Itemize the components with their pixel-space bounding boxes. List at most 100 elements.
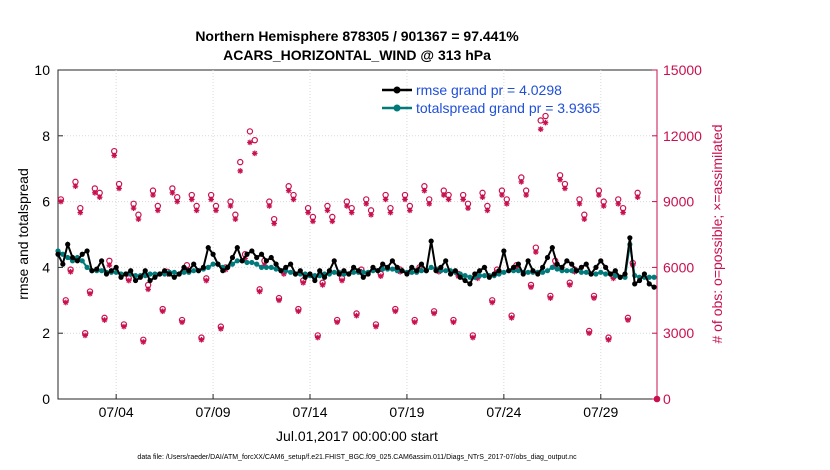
series-point-rmse [195, 268, 202, 274]
x-tick-label: 07/04 [99, 404, 134, 420]
series-point-totalspread [554, 266, 560, 272]
plot-area [57, 69, 658, 400]
obs-assimilated-stroke [615, 201, 621, 207]
obs-assimilated-marker [440, 192, 447, 198]
series-point-rmse [554, 261, 560, 267]
obs-assimilated-stroke [412, 319, 418, 325]
series-point-rmse [205, 245, 211, 251]
obs-assimilated-stroke [349, 210, 355, 216]
series-point-rmse [346, 271, 352, 277]
obs-assimilated-stroke [310, 218, 316, 224]
series-point-rmse [79, 251, 85, 257]
series-point-totalspread [651, 274, 657, 280]
obs-assimilated-marker [305, 209, 311, 216]
obs-assimilated-stroke [441, 192, 447, 198]
obs-assimilated-marker [121, 323, 127, 330]
obs-assimilated-marker [276, 297, 282, 304]
obs-assimilated-marker [489, 299, 496, 306]
y2-tick-label: 3000 [663, 325, 694, 341]
obs-assimilated-stroke [504, 201, 510, 207]
obs-assimilated-marker [528, 284, 534, 290]
y2-tick-label: 0 [663, 391, 671, 407]
obs-assimilated-stroke [291, 196, 296, 202]
series-point-totalspread [389, 266, 395, 272]
obs-assimilated-stroke [596, 192, 602, 198]
series-point-totalspread [351, 269, 357, 275]
series-point-rmse [370, 264, 376, 270]
obs-assimilated-marker [508, 315, 515, 321]
series-point-rmse [263, 258, 269, 264]
series-point-rmse [506, 268, 512, 274]
x-ticks: 07/04 07/09 07/14 07/19 07/24 07/29 [99, 394, 619, 420]
obs-assimilated-marker [363, 200, 370, 207]
obs-assimilated-marker [324, 207, 331, 214]
obs-assimilated-marker [198, 336, 205, 343]
obs-assimilated-marker [58, 198, 64, 205]
obs-assimilated-stroke [625, 317, 631, 323]
series-point-rmse [166, 271, 173, 277]
obs-assimilated-marker [537, 126, 544, 133]
series-point-rmse [384, 264, 391, 270]
obs-assimilated-stroke [140, 339, 146, 345]
obs-assimilated-marker [470, 334, 476, 341]
obs-assimilated-stroke [446, 196, 452, 202]
obs-assimilated-marker [402, 196, 408, 203]
series-point-totalspread [249, 259, 255, 266]
obs-assimilated-marker [300, 279, 307, 286]
series-point-rmse [486, 274, 492, 280]
obs-assimilated-marker [382, 196, 389, 203]
obs-assimilated-stroke [518, 179, 524, 185]
obs-assimilated-marker [247, 139, 253, 146]
series-point-rmse [646, 281, 652, 287]
obs-assimilated-marker [600, 203, 607, 209]
obs-assimilated-marker [465, 205, 471, 211]
obs-assimilated-marker [353, 312, 360, 319]
series-point-rmse [65, 241, 71, 247]
obs-assimilated-marker [533, 249, 539, 255]
series-point-totalspread [79, 258, 85, 264]
series-point-totalspread [583, 269, 589, 275]
obs-possible-marker [542, 112, 549, 120]
series-point-rmse [525, 258, 531, 264]
obs-assimilated-stroke [562, 185, 568, 191]
obs-assimilated-marker [174, 198, 181, 205]
obs-assimilated-stroke [102, 317, 107, 323]
series-point-rmse [491, 271, 497, 277]
series-point-rmse [191, 261, 197, 267]
obs-assimilated-stroke [218, 326, 224, 332]
series-point-totalspread [360, 269, 366, 275]
series-point-rmse [118, 274, 124, 280]
series-point-totalspread [603, 271, 609, 277]
obs-assimilated-stroke [407, 207, 413, 213]
y-tick-label: 10 [34, 62, 50, 78]
obs-possible-marker [537, 117, 544, 124]
series-point-rmse [564, 258, 570, 264]
series-point-rmse [297, 268, 303, 274]
series-point-rmse [176, 271, 182, 277]
series-point-rmse [433, 268, 439, 274]
obs-assimilated-stroke [329, 218, 335, 224]
obs-assimilated-marker [96, 194, 103, 201]
series-point-rmse [220, 268, 226, 274]
obs-assimilated-marker [392, 308, 399, 315]
obs-assimilated-marker [373, 323, 379, 330]
obs-assimilated-stroke [383, 196, 389, 202]
legend-rmse-label: rmse grand pr = 4.0298 [416, 82, 562, 98]
obs-assimilated-marker [426, 200, 433, 207]
obs-assimilated-stroke [421, 188, 427, 194]
obs-assimilated-marker [615, 200, 622, 207]
obs-assimilated-stroke [339, 278, 345, 284]
series-point-rmse [273, 261, 279, 267]
obs-assimilated-marker [218, 326, 224, 332]
legend: rmse grand pr = 4.0298 totalspread grand… [382, 82, 600, 116]
series-point-rmse [312, 277, 318, 284]
series-point-rmse [341, 268, 347, 274]
legend-spread-label: totalspread grand pr = 3.9365 [416, 100, 600, 116]
obs-assimilated-stroke [325, 207, 330, 213]
obs-assimilated-marker [106, 262, 113, 269]
obs-assimilated-marker [334, 319, 340, 326]
obs-assimilated-stroke [131, 205, 137, 211]
series-point-totalspread [525, 269, 531, 275]
obs-assimilated-marker [193, 207, 200, 214]
